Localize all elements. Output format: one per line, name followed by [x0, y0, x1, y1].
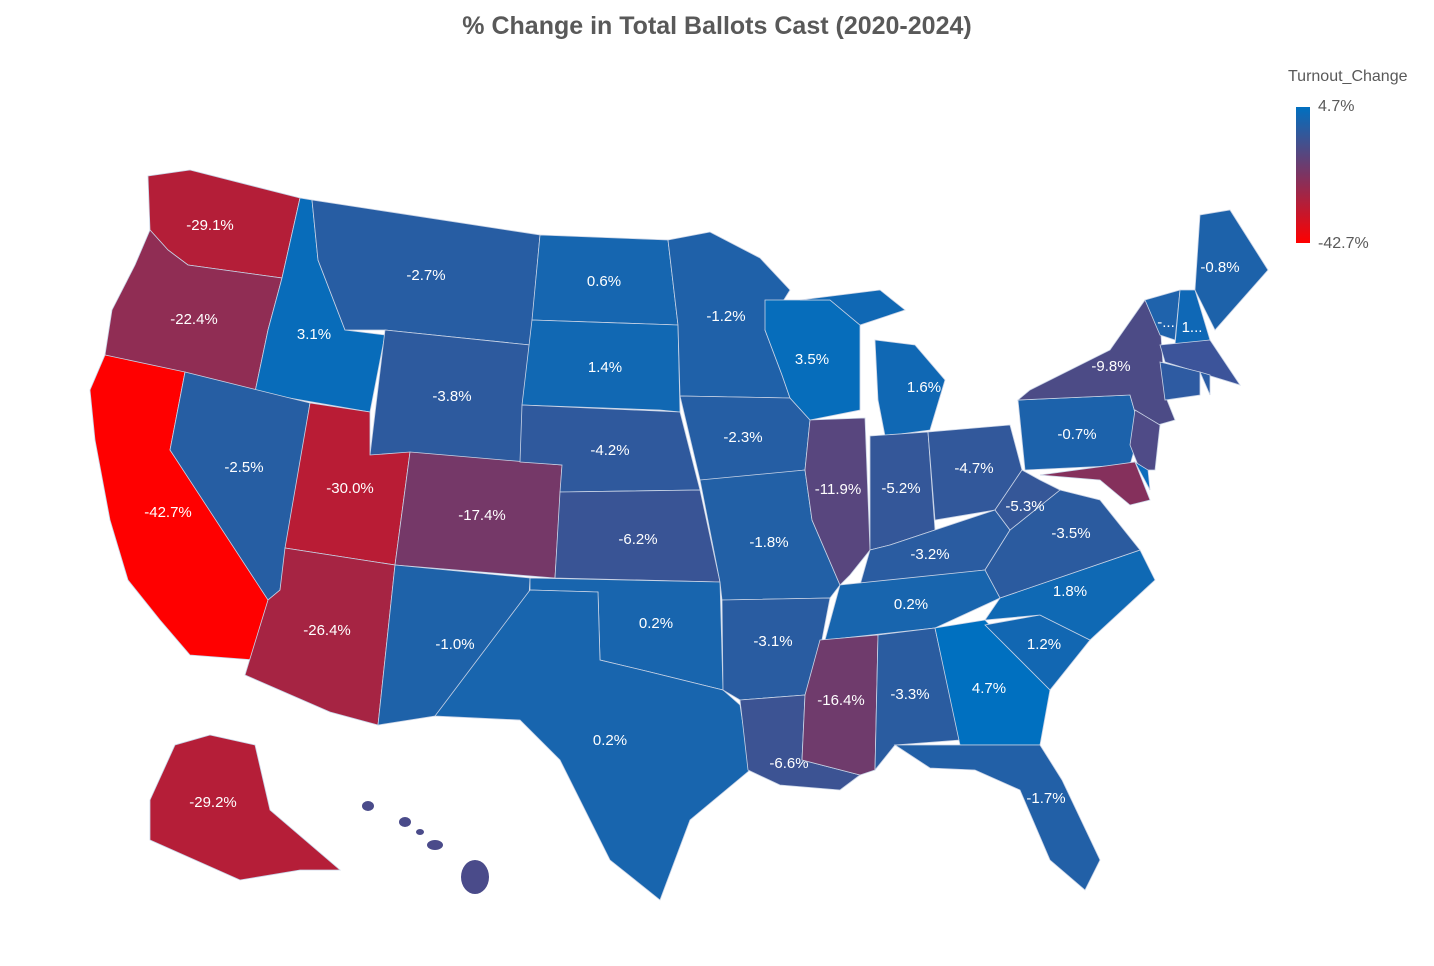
state-label-ak: -29.2%	[189, 794, 237, 811]
state-label-me: -0.8%	[1200, 259, 1239, 276]
state-il[interactable]	[804, 417, 871, 586]
legend-color-scale	[1296, 107, 1310, 243]
state-label-nm: -1.0%	[435, 636, 474, 653]
state-label-ms: -16.4%	[817, 692, 865, 709]
state-label-sc: 1.2%	[1027, 636, 1061, 653]
state-label-mt: -2.7%	[406, 267, 445, 284]
state-hi-island[interactable]	[461, 860, 489, 894]
state-ri[interactable]	[1199, 371, 1211, 396]
state-label-ia: -2.3%	[723, 429, 762, 446]
state-label-nc: 1.8%	[1053, 583, 1087, 600]
state-label-mo: -1.8%	[749, 534, 788, 551]
state-label-fl: -1.7%	[1026, 790, 1065, 807]
chart-title: % Change in Total Ballots Cast (2020-202…	[462, 12, 972, 40]
state-mi[interactable]	[799, 289, 906, 326]
legend-min-label: -42.7%	[1318, 235, 1369, 252]
state-label-ar: -3.1%	[753, 633, 792, 650]
state-label-wi: 3.5%	[795, 351, 829, 368]
state-me[interactable]	[1194, 209, 1269, 331]
state-label-ks: -6.2%	[618, 531, 657, 548]
state-hi-island[interactable]	[427, 840, 443, 850]
state-al[interactable]	[874, 627, 961, 772]
state-label-va: -3.5%	[1051, 525, 1090, 542]
legend-max-label: 4.7%	[1318, 98, 1355, 115]
state-label-id: 3.1%	[297, 326, 331, 343]
state-label-oh: -4.7%	[954, 460, 993, 477]
state-label-in: -5.2%	[881, 480, 920, 497]
state-label-mi: 1.6%	[907, 379, 941, 396]
state-sd[interactable]	[521, 319, 681, 413]
state-label-ut: -30.0%	[326, 480, 374, 497]
state-ak[interactable]	[149, 734, 342, 881]
legend-title: Turnout_Change	[1288, 68, 1408, 85]
state-label-tn: 0.2%	[894, 596, 928, 613]
state-label-ga: 4.7%	[972, 680, 1006, 697]
state-label-wv: -5.3%	[1005, 498, 1044, 515]
state-label-az: -26.4%	[303, 622, 351, 639]
state-label-ne: -4.2%	[590, 442, 629, 459]
state-label-vt: -...	[1157, 314, 1175, 331]
state-label-or: -22.4%	[170, 311, 218, 328]
state-ny[interactable]	[1016, 299, 1176, 431]
state-wv[interactable]	[994, 469, 1061, 531]
state-ct[interactable]	[1159, 361, 1201, 401]
state-label-wy: -3.8%	[432, 388, 471, 405]
state-label-pa: -0.7%	[1057, 426, 1096, 443]
state-label-sd: 1.4%	[588, 359, 622, 376]
state-label-wa: -29.1%	[186, 217, 234, 234]
state-label-il: -11.9%	[815, 481, 861, 498]
state-label-ca: -42.7%	[144, 504, 192, 521]
state-fl[interactable]	[893, 744, 1101, 891]
state-hi-island[interactable]	[399, 817, 411, 827]
state-label-nv: -2.5%	[224, 459, 263, 476]
state-hi-island[interactable]	[362, 801, 374, 811]
state-ma[interactable]	[1159, 339, 1241, 386]
state-ga[interactable]	[934, 619, 1051, 746]
state-label-co: -17.4%	[458, 507, 506, 524]
state-label-nd: 0.6%	[587, 273, 621, 290]
state-label-ny: -9.8%	[1091, 358, 1130, 375]
state-mi[interactable]	[874, 339, 946, 437]
state-hi-island[interactable]	[416, 829, 424, 835]
state-label-mn: -1.2%	[706, 308, 745, 325]
state-label-al: -3.3%	[890, 686, 929, 703]
state-label-ky: -3.2%	[910, 546, 949, 563]
state-label-tx: 0.2%	[593, 732, 627, 749]
state-vt[interactable]	[1144, 289, 1181, 341]
state-de[interactable]	[1133, 460, 1151, 491]
state-label-ok: 0.2%	[639, 615, 673, 632]
state-label-nh: 1...	[1182, 319, 1203, 336]
state-md[interactable]	[1039, 461, 1151, 506]
state-tx[interactable]	[434, 589, 751, 901]
state-label-la: -6.6%	[769, 755, 808, 772]
